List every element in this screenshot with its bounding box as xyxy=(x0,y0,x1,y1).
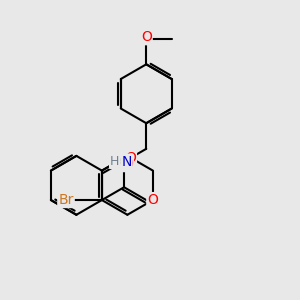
Text: N: N xyxy=(121,154,132,169)
Text: O: O xyxy=(125,151,136,165)
Text: O: O xyxy=(141,30,152,44)
Text: H: H xyxy=(110,155,119,168)
Text: Br: Br xyxy=(58,193,74,207)
Text: O: O xyxy=(147,193,158,207)
Text: O: O xyxy=(122,157,133,171)
